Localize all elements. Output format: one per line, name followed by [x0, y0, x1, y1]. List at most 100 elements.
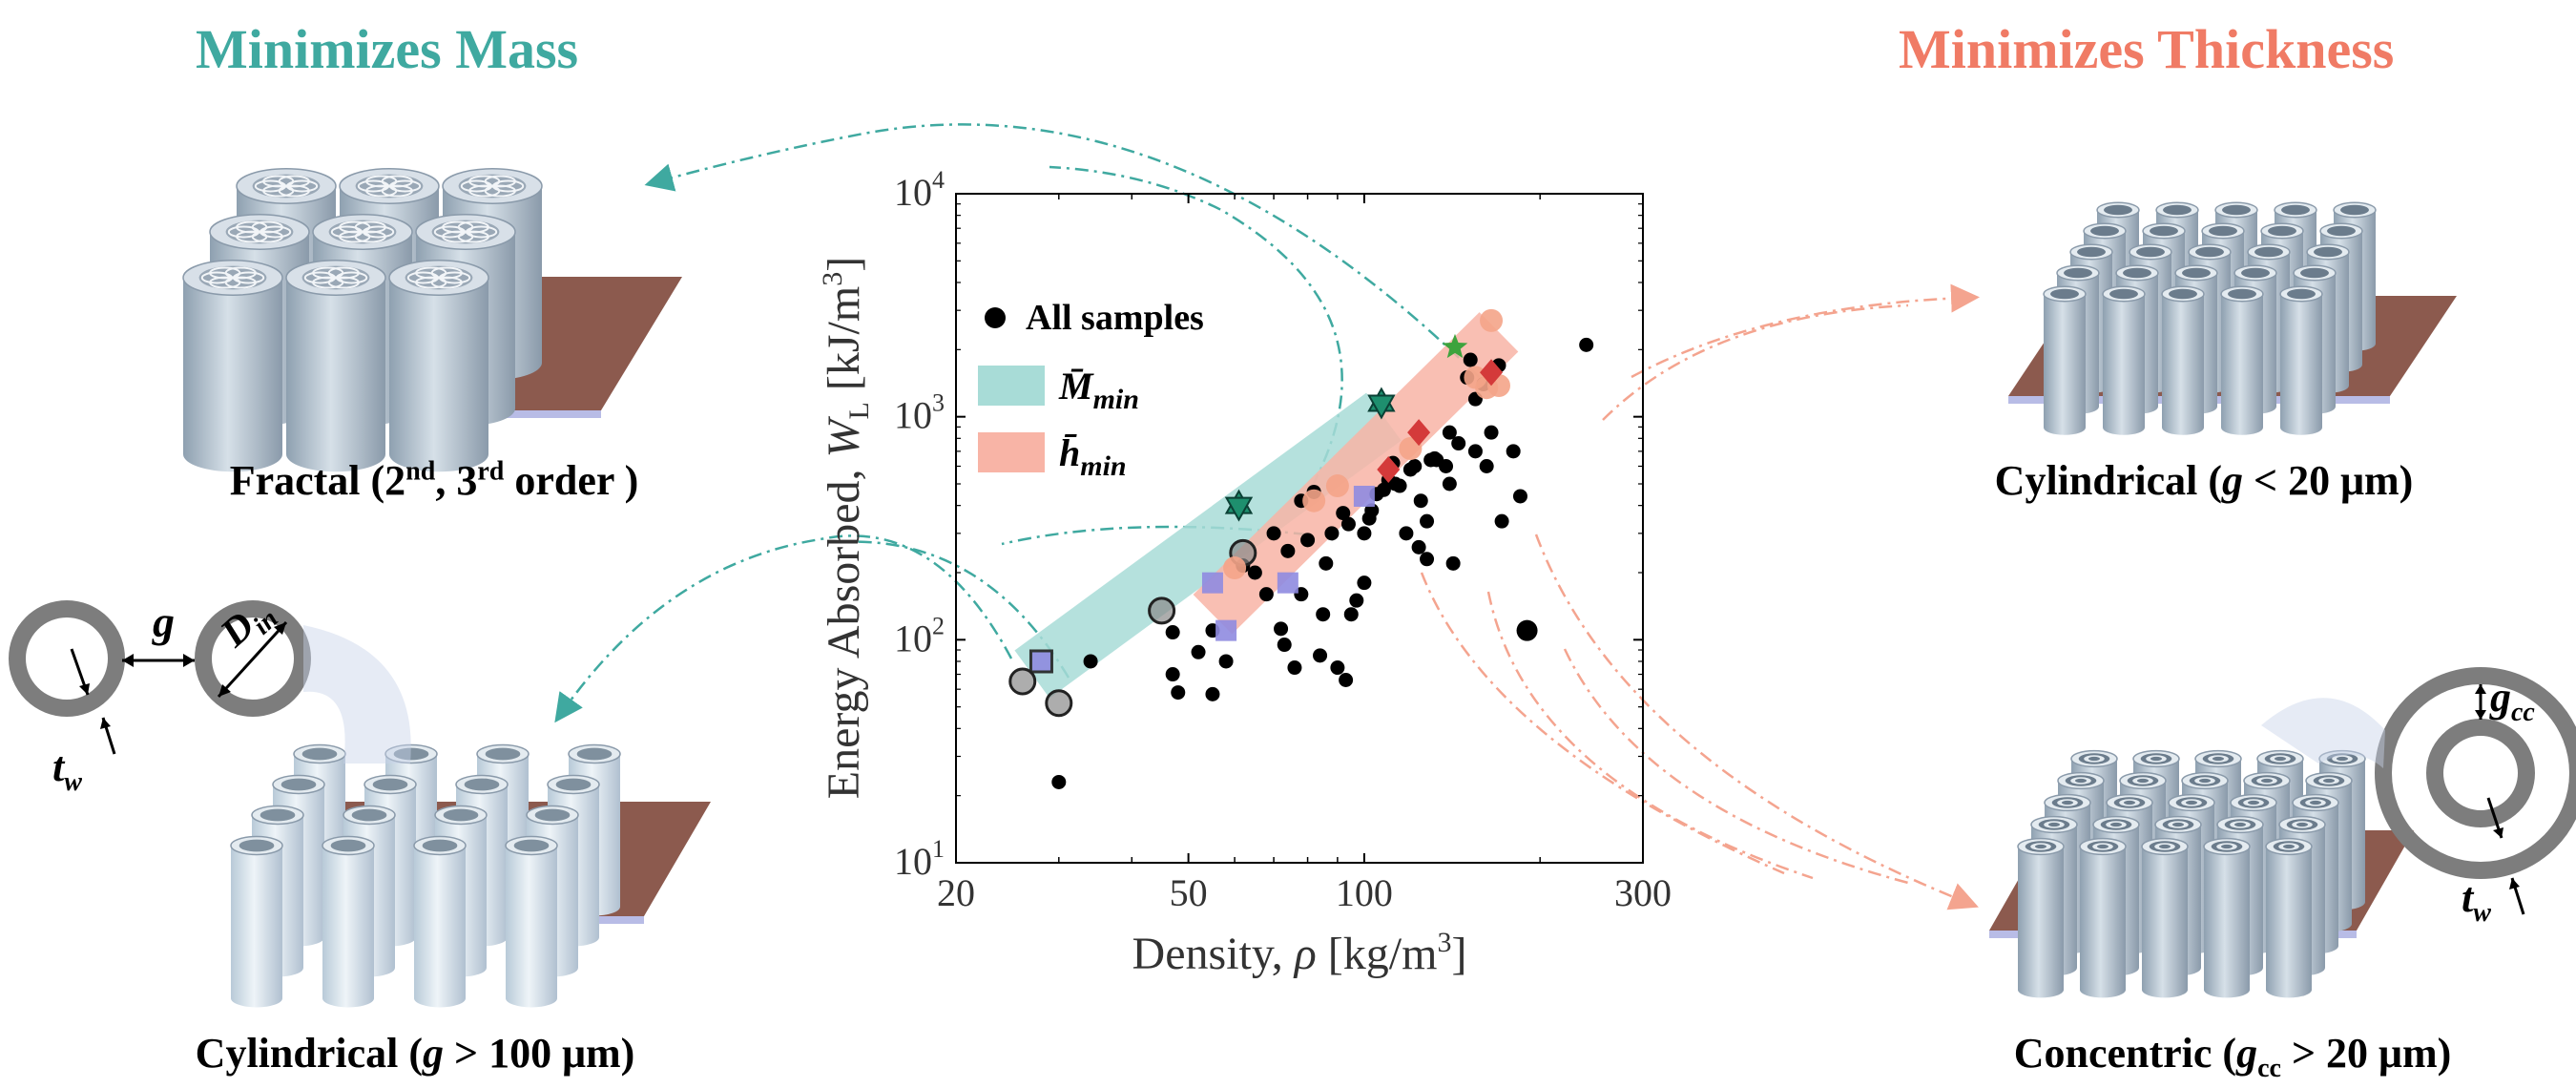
data-point [1407, 459, 1423, 474]
data-point [1028, 649, 1053, 674]
data-point [1463, 352, 1478, 367]
data-point [1407, 419, 1431, 447]
data-point [1494, 513, 1509, 529]
data-point [1411, 539, 1426, 554]
data-point [1439, 459, 1454, 474]
sample-tube [2279, 285, 2323, 435]
data-point [1516, 619, 1538, 641]
data-point [1480, 308, 1504, 332]
data-point [1148, 596, 1176, 625]
sample-tube [2141, 837, 2189, 998]
x-axis-label: Density, ρ [kg/m3] [1132, 927, 1467, 979]
concentric-sample-image [1989, 749, 2414, 998]
data-point [1357, 526, 1372, 541]
data-point [1399, 526, 1414, 541]
sample-tube [388, 260, 489, 472]
data-point [1399, 437, 1423, 461]
legend-hmin-label: h̄min [1059, 431, 1127, 482]
data-point [1316, 607, 1331, 622]
data-point [1324, 526, 1340, 541]
data-point [1215, 619, 1237, 641]
legend-hmin-swatch [978, 432, 1045, 472]
data-point [1413, 493, 1428, 509]
data-point [1442, 476, 1457, 492]
legend-all-samples-marker [985, 307, 1006, 328]
data-point [1479, 459, 1494, 474]
data-point [1325, 474, 1349, 498]
data-point [1484, 425, 1499, 440]
x-tick-label: 100 [1336, 871, 1393, 914]
plot-frame [955, 193, 1644, 864]
sample-tube [2161, 285, 2205, 435]
sample-tube [285, 260, 386, 472]
sample-tube [2203, 837, 2251, 998]
sample-tube [2265, 837, 2313, 998]
heading-minimizes-mass: Minimizes Mass [196, 18, 579, 80]
data-point [1349, 593, 1364, 608]
data-point [1224, 489, 1254, 522]
y-tick-label: 101 [894, 835, 945, 883]
data-point [1313, 648, 1328, 663]
data-point [1364, 503, 1380, 518]
data-point [1357, 575, 1372, 591]
sample-tube [182, 260, 283, 472]
chart-legend: All samples M̄min h̄min [978, 298, 1204, 482]
label-wall-thickness-left: tw [52, 743, 82, 797]
data-point [1171, 685, 1186, 701]
data-point [1247, 565, 1262, 580]
data-point [1274, 621, 1289, 637]
data-point [1445, 555, 1461, 571]
data-point [1506, 444, 1521, 459]
data-point [1336, 506, 1351, 521]
sample-tube [230, 835, 283, 1008]
data-point [1266, 526, 1281, 541]
x-tick-label: 20 [937, 871, 975, 914]
chart-points [1008, 308, 1594, 789]
caption-cylindrical-large-gap: Cylindrical (g > 100 μm) [195, 1030, 635, 1077]
data-point [1258, 587, 1274, 602]
data-point [1008, 667, 1037, 696]
x-tick-label: 300 [1614, 871, 1672, 914]
data-point [1392, 478, 1407, 493]
x-tick-label: 50 [1170, 871, 1208, 914]
data-point [1330, 660, 1345, 676]
data-point [1420, 552, 1435, 567]
ring-schematic-left [9, 600, 411, 764]
data-point [1467, 444, 1483, 459]
caption-concentric: Concentric (gcc > 20 μm) [2013, 1030, 2452, 1083]
sample-tube [413, 835, 467, 1008]
concentric-schematic-right [2261, 667, 2576, 915]
y-tick-label: 102 [894, 612, 945, 659]
cylindrical-small-gap-sample-image [2008, 201, 2457, 435]
data-point [1353, 485, 1375, 507]
fractal-sample-image [182, 168, 682, 472]
data-point [1302, 489, 1326, 513]
sample-tube [505, 835, 558, 1008]
data-point [1218, 654, 1234, 669]
data-point [1045, 689, 1073, 718]
data-point [1339, 672, 1354, 687]
chart-ticks: 20 50 100 300 101 102 103 104 [894, 166, 1672, 914]
data-point [1377, 455, 1401, 483]
y-tick-label: 103 [894, 389, 945, 437]
caption-cylindrical-small-gap: Cylindrical (g < 20 μm) [1994, 457, 2414, 504]
label-gap-g: g [153, 597, 175, 646]
data-point [1579, 337, 1594, 352]
data-point [1367, 387, 1396, 420]
cylindrical-large-gap-sample-image [230, 743, 711, 1008]
band-thickness-min [1193, 312, 1519, 635]
data-point [1480, 359, 1504, 387]
sample-tube [2079, 837, 2127, 998]
y-tick-label: 104 [894, 166, 945, 214]
data-point [1165, 625, 1180, 640]
data-point [1205, 686, 1220, 701]
legend-all-samples-label: All samples [1026, 298, 1204, 338]
data-point [1442, 333, 1468, 359]
sample-tube [2102, 285, 2146, 435]
data-point [1165, 667, 1180, 682]
chart-bands [1014, 312, 1519, 699]
energy-density-chart: 20 50 100 300 101 102 103 104 All samples M̄min h… [817, 166, 1672, 979]
sample-tube [2043, 285, 2087, 435]
legend-mmin-swatch [978, 366, 1045, 406]
